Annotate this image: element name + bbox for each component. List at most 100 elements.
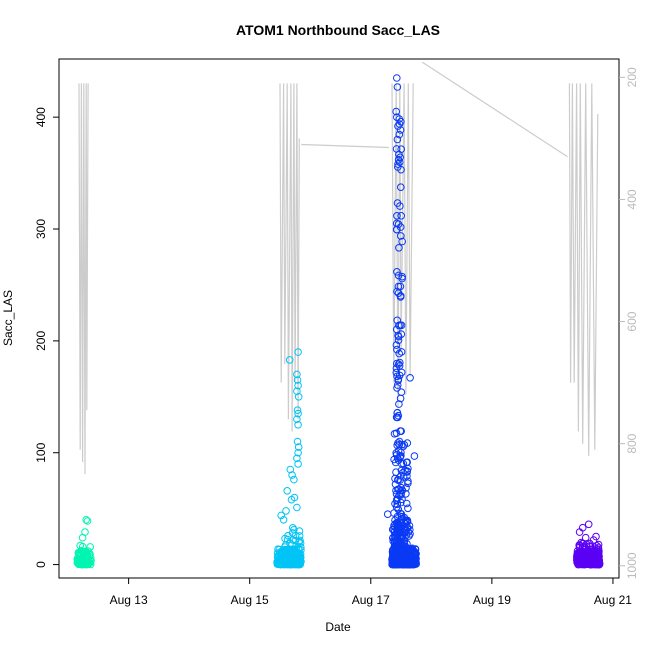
data-point	[392, 557, 401, 566]
data-point	[402, 458, 411, 467]
data-point	[393, 74, 401, 82]
data-point	[578, 547, 586, 556]
data-point	[294, 348, 302, 356]
data-point	[573, 558, 582, 567]
series-0	[73, 516, 95, 569]
data-point	[393, 441, 402, 450]
data-point	[281, 548, 289, 557]
data-point	[394, 336, 403, 345]
x-tick-label: Aug 13	[110, 593, 148, 607]
data-point	[393, 212, 401, 220]
data-point	[401, 466, 409, 475]
x-tick-label: Aug 17	[352, 593, 390, 607]
data-point	[397, 513, 406, 521]
data-point	[293, 415, 301, 424]
data-point	[393, 512, 402, 521]
data-point	[293, 503, 301, 512]
data-point	[81, 556, 90, 565]
data-point	[397, 427, 406, 436]
x-tick-label: Aug 15	[231, 593, 269, 607]
data-point	[393, 413, 402, 422]
data-point	[404, 504, 412, 513]
data-point	[86, 560, 95, 569]
data-point	[406, 374, 414, 382]
data-point	[404, 479, 412, 488]
data-point	[394, 475, 402, 484]
data-point	[279, 558, 288, 566]
data-point	[392, 449, 401, 457]
y2-tick-label: 400	[625, 189, 639, 209]
y2-tick-label: 600	[625, 311, 639, 331]
data-point	[396, 453, 404, 462]
data-point	[397, 498, 405, 507]
data-point	[392, 503, 401, 511]
data-point	[392, 325, 401, 334]
data-point	[398, 237, 407, 246]
data-point	[293, 406, 302, 415]
gray-line-segment	[421, 61, 568, 158]
data-point	[402, 484, 410, 492]
data-point	[396, 358, 404, 367]
data-point	[395, 533, 404, 542]
data-point	[393, 409, 402, 417]
axes-layer: 0 100 200 300 400 Aug 13 Aug 15 Aug 17 Aug 19 Aug…	[34, 58, 639, 607]
data-point	[393, 225, 401, 234]
data-point	[78, 533, 87, 542]
data-point	[396, 202, 404, 210]
data-point	[396, 282, 405, 291]
data-point	[392, 429, 401, 438]
data-point	[395, 244, 403, 252]
data-point	[395, 400, 403, 408]
data-point	[404, 548, 412, 556]
data-point	[295, 527, 304, 535]
data-point	[277, 511, 286, 520]
data-point	[288, 471, 296, 479]
y-axis-label: Sacc_LAS	[1, 290, 15, 346]
data-point	[395, 485, 403, 493]
data-point	[294, 421, 302, 429]
y-tick-label: 100	[34, 442, 48, 462]
data-point	[288, 546, 297, 555]
data-point	[295, 538, 303, 547]
data-point	[294, 381, 302, 390]
data-point	[578, 539, 587, 548]
data-point	[392, 468, 400, 477]
data-point	[393, 113, 401, 121]
data-point	[395, 437, 404, 446]
data-point	[79, 557, 87, 565]
data-point	[293, 437, 302, 446]
data-point	[393, 83, 402, 91]
data-point	[594, 549, 603, 558]
y-tick-label: 200	[34, 331, 48, 351]
data-point	[393, 135, 402, 144]
data-point	[397, 551, 406, 559]
data-point	[295, 559, 303, 567]
data-point	[403, 439, 412, 447]
data-point	[397, 232, 405, 240]
data-point	[573, 551, 582, 559]
data-point	[581, 533, 590, 542]
data-point	[397, 212, 406, 220]
data-point	[393, 268, 401, 276]
data-point	[293, 370, 301, 379]
y-tick-label: 0	[34, 561, 48, 568]
data-point	[284, 531, 292, 540]
data-point	[394, 521, 402, 529]
x-axis-label: Date	[325, 620, 351, 634]
data-point	[76, 541, 84, 550]
data-point	[394, 155, 403, 164]
data-point	[293, 454, 301, 463]
gray-line-segment	[279, 83, 300, 432]
data-point	[396, 555, 405, 563]
plot-frame	[58, 58, 620, 579]
x-tick-label: Aug 21	[594, 593, 632, 607]
y-tick-label: 400	[34, 107, 48, 127]
data-point	[293, 387, 301, 396]
data-point	[395, 130, 404, 139]
data-point	[294, 393, 303, 401]
data-point	[402, 490, 410, 498]
data-point	[403, 468, 412, 476]
data-point	[284, 557, 293, 565]
data-point	[294, 460, 302, 468]
